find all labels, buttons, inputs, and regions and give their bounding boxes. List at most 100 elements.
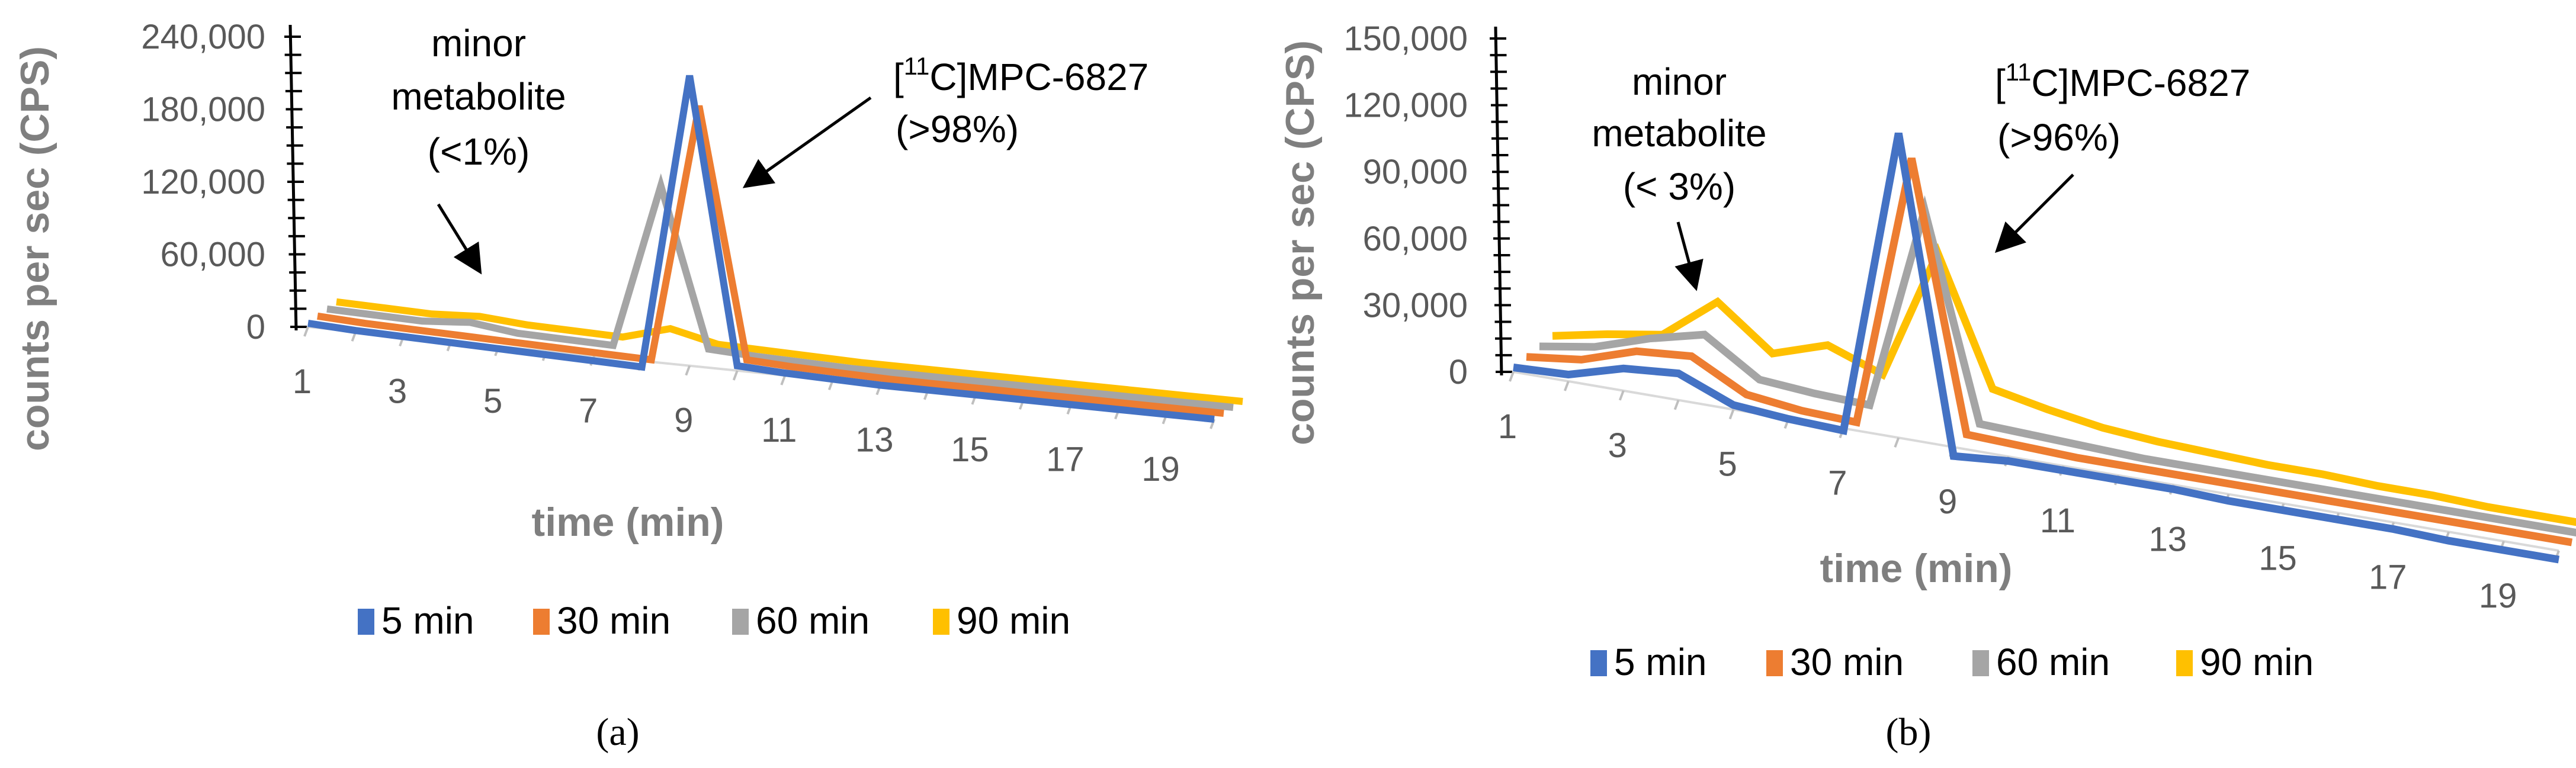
chart-a-x-tick-label: 1: [293, 362, 312, 401]
chart-b-x-tick-label: 3: [1608, 426, 1627, 465]
chart-a-y-axis-title: counts per sec (CPS): [12, 46, 57, 451]
chart-a-series-90min: [336, 298, 1243, 405]
chart-b-y-tick-label: 0: [1449, 353, 1468, 391]
chart-a-x-tick-mark: [303, 326, 309, 337]
chart-b-x-tick-mark: [1673, 399, 1680, 410]
chart-b-series-5min: [1513, 132, 2560, 564]
chart-a-series-60min: [326, 173, 1234, 411]
chart-a-compound-name: C]MPC-6827: [929, 56, 1149, 98]
chart-b-annotation-metabolite-line2: metabolite: [1592, 112, 1766, 155]
chart-a-x-tick-label: 5: [483, 382, 502, 420]
chart-b-x-tick-mark: [1564, 381, 1570, 391]
chart-b-x-axis-line: [1513, 371, 2559, 552]
chart-b-y-tick-label: 120,000: [1343, 86, 1468, 125]
chart-a-y-tick-label: 60,000: [161, 236, 265, 274]
chart-b-series-30min: [1526, 158, 2573, 547]
chart-b-series-60min: [1539, 195, 2576, 537]
chart-a-annotation-metabolite-line3: (<1%): [428, 130, 530, 173]
chart-a-x-tick-label: 9: [674, 401, 693, 440]
panel-label-b: (b): [1886, 711, 1932, 754]
chart-b-legend-label-60min: 60 min: [1996, 641, 2110, 683]
chart-b-x-axis-title: time (min): [1820, 546, 2013, 591]
panel-label-a: (a): [596, 711, 639, 754]
chart-a-legend-label-30min: 30 min: [557, 599, 671, 642]
chart-a-compound-arrow: [742, 96, 872, 188]
chart-b-legend-swatch-30min: [1766, 650, 1783, 676]
chart-b-x-tick-mark: [1728, 409, 1735, 420]
chart-a-legend-label-60min: 60 min: [756, 599, 870, 642]
chart-b-annotation-metabolite-line1: minor: [1632, 60, 1727, 103]
chart-b-compound-bracket: [: [1995, 62, 2006, 104]
chart-b-annotation-metabolite-line3: (< 3%): [1623, 165, 1735, 208]
chart-b-x-tick-label: 19: [2479, 577, 2517, 615]
chart-b-compound-name: C]MPC-6827: [2031, 62, 2250, 104]
chart-a-annotation-metabolite-line1: minor: [431, 22, 526, 65]
chart-a-y-tick-label: 180,000: [141, 91, 265, 129]
chart-b-x-tick-label: 7: [1828, 464, 1847, 502]
chart-b-legend-swatch-60min: [1972, 650, 1989, 676]
chart-b-legend-swatch-90min: [2176, 650, 2193, 676]
chart-a-x-tick-label: 3: [388, 372, 407, 410]
chart-a-legend-swatch-90min: [933, 609, 949, 635]
chart-b-y-tick-label: 30,000: [1363, 286, 1468, 324]
chart-a-x-tick-label: 15: [951, 430, 989, 469]
chart-b-annotation-compound-line2: (>96%): [1997, 116, 2121, 159]
chart-b-annotation-compound-line1: [11C]MPC-6827: [1995, 58, 2250, 104]
chart-b-y-tick-label: 60,000: [1363, 220, 1468, 258]
chart-a-x-tick-mark: [780, 375, 787, 385]
chart-a-legend-label-5min: 5 min: [381, 599, 474, 642]
chart-b-x-tick-label: 1: [1498, 407, 1517, 446]
chart-b-series-90min: [1552, 243, 2576, 526]
chart-a-y-tick-label: 120,000: [141, 163, 265, 201]
chart-a-x-tick-label: 17: [1046, 440, 1085, 478]
chart-a-x-tick-label: 7: [579, 391, 598, 430]
chart-b-metabolite-arrow: [1674, 221, 1704, 291]
chart-a-annotation-metabolite-line2: metabolite: [391, 75, 566, 118]
chart-a-legend-swatch-5min: [358, 609, 374, 635]
chart-b-legend-label-30min: 30 min: [1790, 641, 1904, 683]
chart-b-compound-superscript: 11: [2006, 58, 2032, 86]
chart-b-y-axis-title: counts per sec (CPS): [1278, 40, 1323, 445]
chart-a-compound-superscript: 11: [904, 52, 930, 80]
chart-a-series-5min: [307, 75, 1215, 423]
chart-a-metabolite-arrow: [437, 203, 482, 275]
chart-b-y-axis-line: [1494, 26, 1503, 376]
chart-b-legend-swatch-5min: [1590, 650, 1607, 676]
chart-a-annotation-compound-line2: (>98%): [896, 108, 1019, 150]
chart-a-legend: 5 min 30 min 60 min 90 min: [358, 599, 1070, 642]
chart-b-x-tick-mark: [1509, 371, 1515, 382]
chart-b-legend-label-90min: 90 min: [2200, 641, 2314, 683]
chart-b-x-tick-label: 5: [1718, 445, 1737, 484]
chart-a-x-tick-mark: [685, 365, 691, 376]
chart-a-legend-swatch-30min: [533, 609, 550, 635]
chart-b-x-tick-label: 15: [2259, 539, 2297, 578]
chart-a-x-tick-label: 11: [761, 411, 797, 449]
chart-a-legend-label-90min: 90 min: [957, 599, 1070, 642]
chart-a-x-tick-label: 13: [855, 421, 894, 459]
chart-a-compound-bracket: [: [893, 56, 904, 98]
chart-a-y-tick-label: 240,000: [141, 18, 265, 56]
chart-b-x-tick-label: 11: [2040, 502, 2075, 540]
chart-b-y-tick-label: 150,000: [1343, 20, 1468, 58]
chart-b-compound-arrow: [1994, 173, 2074, 253]
chart-a-x-axis-title: time (min): [532, 500, 724, 545]
chart-a-x-tick-mark: [732, 370, 739, 381]
chart-b-x-tick-label: 17: [2369, 558, 2407, 596]
chart-b-x-tick-label: 9: [1938, 483, 1957, 521]
chart-a-y-tick-label: 0: [246, 308, 265, 346]
chart-a-y-axis-line: [288, 24, 298, 331]
chart-a-annotation-compound-line1: [11C]MPC-6827: [893, 52, 1149, 98]
chart-a-series-30min: [317, 105, 1224, 417]
chart-a-legend-swatch-60min: [732, 609, 749, 635]
chart-b-x-tick-label: 13: [2148, 520, 2187, 559]
chart-b-x-tick-mark: [1894, 437, 1900, 448]
chart-b-x-tick-mark: [1618, 390, 1625, 401]
chart-b-legend: 5 min 30 min 60 min 90 min: [1590, 641, 2314, 683]
chart-b-y-tick-label: 90,000: [1363, 153, 1468, 191]
chart-b-legend-label-5min: 5 min: [1614, 641, 1707, 683]
